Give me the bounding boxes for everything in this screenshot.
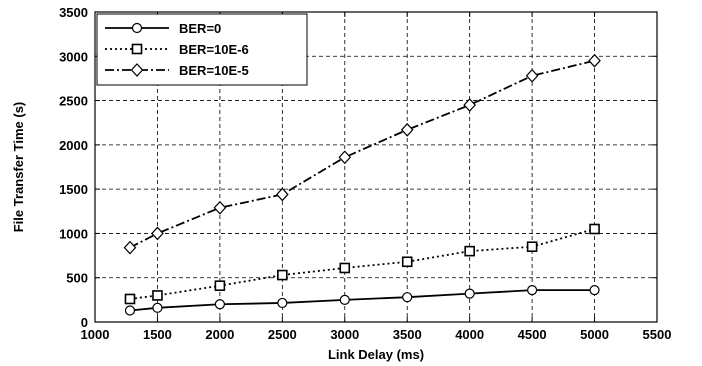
legend: BER=0 BER=10E-6 BER=10E-5 [96,13,308,86]
data-point [277,269,288,281]
series-line [129,59,595,249]
x-tick-label: 2000 [205,327,234,342]
data-point [276,187,289,202]
tick-labels: 1000 1500 2000 2500 3000 3500 4000 4500 5000 5500… [59,5,671,342]
legend-entry: BER=0 [179,21,221,36]
y-tick-label: 2000 [59,138,88,153]
data-point [151,226,164,241]
plot-frame [94,11,658,323]
y-tick-label: 1000 [59,226,88,241]
data-point [152,290,163,301]
x-tick-label: 3000 [330,327,359,342]
x-tick-label: 2500 [268,327,297,342]
series-line [129,289,595,312]
x-tick-label: 5500 [643,327,672,342]
legend-marker [131,43,143,55]
x-tick-label: 4000 [455,327,484,342]
y-tick-label: 3500 [59,5,88,20]
data-point [464,245,475,257]
y-tick-label: 2500 [59,94,88,109]
series-line [129,228,595,300]
data-point [339,294,350,305]
data-point [589,285,600,296]
y-tick-label: 3000 [59,49,88,64]
data-point [213,200,227,215]
legend-marker [131,22,143,34]
x-tick-label: 4500 [518,327,547,342]
data-point [401,256,413,268]
x-tick-label: 3500 [393,327,422,342]
x-tick-label: 5000 [580,327,609,342]
series-square [124,223,600,305]
data-point [214,280,226,291]
data-point [123,240,137,255]
data-point [463,98,476,112]
data-point [589,223,600,235]
x-axis-label: Link Delay (ms) [328,347,424,362]
data-point [124,293,136,305]
y-tick-label: 0 [81,315,88,330]
data-point [338,150,352,165]
data-point [525,68,539,83]
data-point [339,262,351,274]
y-tick-label: 500 [66,271,88,286]
legend-entry: BER=10E-6 [179,42,249,57]
data-point [464,288,475,299]
data-point [214,299,225,310]
y-tick-label: 1500 [59,182,88,197]
data-point [588,53,601,68]
x-tick-label: 1500 [143,327,172,342]
data-point [400,122,414,137]
data-point [526,241,538,253]
series-layer [123,53,601,316]
x-tick-label: 1000 [81,327,110,342]
series-circle [124,285,600,316]
data-point [152,302,163,313]
series-diamond [123,53,601,255]
y-axis-label: File Transfer Time (s) [11,102,26,233]
legend-marker [130,63,144,77]
legend-entry: BER=10E-5 [179,63,249,78]
data-point [402,292,413,303]
data-point [124,305,136,316]
data-point [527,285,538,296]
data-point [277,297,288,309]
